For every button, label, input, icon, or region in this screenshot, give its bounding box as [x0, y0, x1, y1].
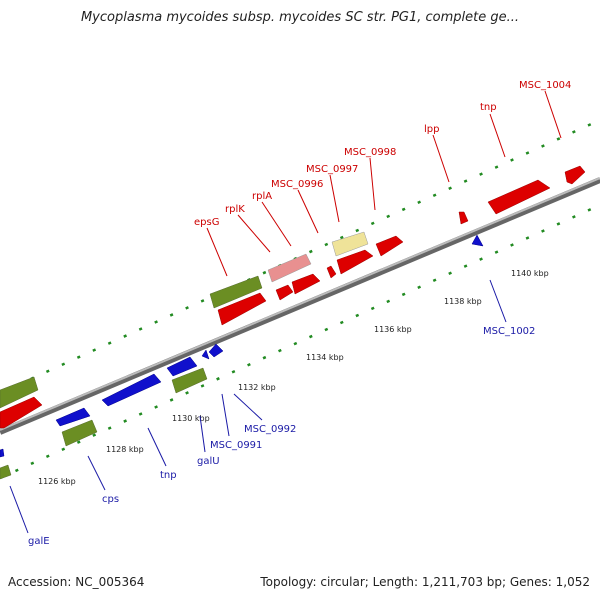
map-title: Mycoplasma mycoides subsp. mycoides SC s…	[80, 10, 520, 25]
label-rpla: rplA	[252, 191, 272, 202]
topology-text: Topology: circular; Length: 1,211,703 bp…	[260, 575, 590, 589]
feature-msc-0996	[326, 265, 337, 279]
label-msc-0992: MSC_0992	[244, 424, 296, 435]
feature-lpp	[458, 211, 469, 225]
label-msc-0991: MSC_0991	[210, 440, 262, 451]
feature-green-epsg	[209, 275, 263, 309]
label-msc-0996: MSC_0996	[271, 179, 323, 190]
feature-epsg	[217, 292, 267, 326]
feature-gale	[0, 448, 5, 458]
label-tnp-reverse: tnp	[160, 470, 177, 481]
tick-label-1136: 1136 kbp	[374, 325, 412, 334]
feature-pseudo-pink	[267, 253, 312, 283]
feature-rplk	[275, 284, 294, 301]
label-msc-1002: MSC_1002	[483, 326, 535, 337]
reverse-labels: galE cps tnp galU MSC_0991 MSC_0992 MSC_…	[28, 326, 535, 547]
feature-tnp-reverse	[101, 373, 162, 407]
label-epsg: epsG	[194, 217, 219, 228]
rna-features[interactable]	[0, 275, 263, 480]
accession-text: Accession: NC_005364	[8, 575, 145, 589]
feature-rpla	[291, 273, 321, 295]
inner-dotted-ring	[0, 203, 600, 480]
feature-green-3	[61, 419, 98, 447]
feature-misc-yellow	[331, 231, 369, 257]
label-cps: cps	[102, 494, 119, 505]
label-gale: galE	[28, 536, 50, 547]
feature-msc-0992	[208, 343, 224, 358]
tick-label-1130: 1130 kbp	[172, 414, 210, 423]
feature-tnp-forward	[487, 179, 551, 215]
feature-green-4	[0, 464, 12, 480]
label-msc-0997: MSC_0997	[306, 164, 358, 175]
feature-green-1	[0, 376, 39, 409]
label-msc-1004: MSC_1004	[519, 80, 571, 91]
feature-msc-0998	[375, 235, 404, 257]
tick-labels: 1126 kbp 1128 kbp 1130 kbp 1132 kbp 1134…	[38, 269, 549, 486]
forward-labels: epsG rplK rplA MSC_0996 MSC_0997 MSC_099…	[194, 80, 571, 228]
feature-msc-0991	[201, 349, 210, 360]
tick-label-1132: 1132 kbp	[238, 383, 276, 392]
feature-galu	[166, 356, 198, 377]
tick-label-1138: 1138 kbp	[444, 297, 482, 306]
tick-label-1126: 1126 kbp	[38, 477, 76, 486]
label-rplk: rplK	[225, 204, 245, 215]
tick-label-1134: 1134 kbp	[306, 353, 344, 362]
feature-msc-1004	[564, 165, 586, 185]
feature-msc-0997	[336, 249, 374, 275]
genome-backbone	[0, 177, 600, 435]
tick-label-1140: 1140 kbp	[511, 269, 549, 278]
feature-cps	[55, 407, 91, 427]
label-tnp-forward: tnp	[480, 102, 497, 113]
feature-green-2	[171, 367, 208, 394]
feature-msc-1002	[471, 234, 484, 247]
forward-label-leaders	[206, 90, 562, 277]
forward-features[interactable]	[0, 165, 586, 429]
label-galu: galU	[197, 456, 220, 467]
misc-features[interactable]	[267, 231, 369, 283]
label-msc-0998: MSC_0998	[344, 147, 396, 158]
label-lpp: lpp	[424, 124, 439, 135]
feature-left-forward	[0, 396, 43, 429]
reverse-features[interactable]	[0, 234, 484, 458]
reverse-label-leaders	[9, 279, 507, 534]
tick-label-1128: 1128 kbp	[106, 445, 144, 454]
